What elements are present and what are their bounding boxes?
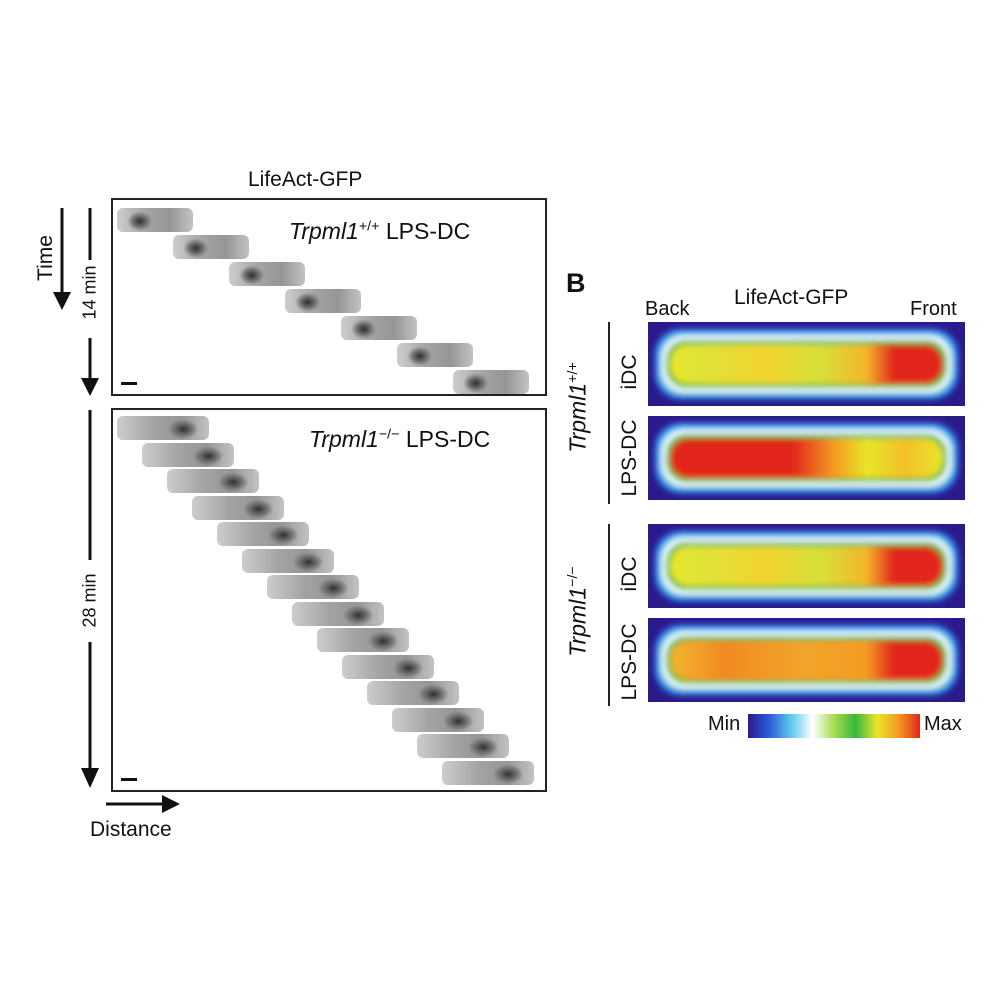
colorbar-min-label: Min — [708, 713, 741, 735]
cell-frame — [229, 262, 305, 286]
heatmap-ko-lps — [648, 618, 965, 702]
distance-arrow-icon — [106, 795, 180, 813]
kymograph-wt-label: Trpml1+/+ LPS-DC — [289, 218, 471, 244]
cell-frame — [217, 522, 309, 546]
cell-frame — [267, 575, 359, 599]
kymograph-wt-panel: Trpml1+/+ LPS-DC — [111, 198, 547, 396]
heatmap-wt-idc — [648, 322, 965, 406]
cell-frame — [167, 469, 259, 493]
group-wt-bracket — [608, 322, 610, 504]
time-arrow-14min-icon — [81, 208, 99, 396]
heatmap-wt-lps — [648, 416, 965, 500]
cell-frame — [173, 235, 249, 259]
time-arrow-28min-icon — [81, 410, 99, 788]
cell-frame — [417, 734, 509, 758]
duration-28min: 28 min — [79, 573, 100, 628]
cell-frame — [442, 760, 534, 785]
row-label-wt-lps: LPS-DC — [618, 419, 641, 497]
row-label-ko-idc: iDC — [618, 556, 641, 592]
duration-14min: 14 min — [79, 265, 100, 320]
row-label-wt-idc: iDC — [618, 354, 641, 390]
cell-frame — [142, 442, 234, 467]
cell-frame — [341, 316, 417, 340]
kymograph-ko-label: Trpml1−/− LPS-DC — [309, 426, 491, 452]
front-label: Front — [910, 298, 957, 320]
colorbar — [748, 714, 920, 738]
scale-bar — [121, 382, 137, 385]
colorbar-max-label: Max — [924, 713, 962, 735]
kymograph-ko-panel: Trpml1−/− LPS-DC — [111, 408, 547, 792]
cell-frame — [117, 208, 193, 232]
cell-frame — [342, 654, 434, 679]
group-ko-label: Trpml1−/− — [564, 566, 591, 657]
panel-b-letter: B — [566, 268, 586, 298]
group-ko-bracket — [608, 524, 610, 706]
cell-frame — [367, 681, 459, 705]
panel-a-title: LifeAct-GFP — [248, 168, 363, 191]
group-wt-label: Trpml1+/+ — [564, 362, 591, 453]
cell-frame — [453, 370, 529, 394]
back-label: Back — [645, 298, 690, 320]
panel-b-title: LifeAct-GFP — [734, 286, 849, 309]
cell-frame — [392, 707, 484, 732]
cell-frame — [192, 495, 284, 520]
cell-frame — [285, 289, 361, 313]
distance-label: Distance — [90, 818, 172, 841]
cell-frame — [317, 628, 409, 652]
scale-bar — [121, 778, 137, 781]
cell-frame — [397, 343, 473, 367]
heatmap-ko-idc — [648, 524, 965, 608]
cell-frame — [292, 601, 384, 626]
cell-frame — [117, 416, 209, 440]
row-label-ko-lps: LPS-DC — [618, 623, 641, 701]
time-arrow-icon — [53, 208, 71, 310]
cell-frame — [242, 548, 334, 573]
